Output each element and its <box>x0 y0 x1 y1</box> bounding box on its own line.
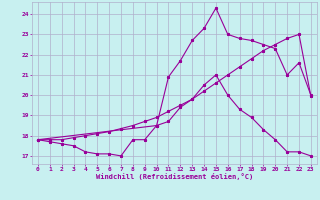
X-axis label: Windchill (Refroidissement éolien,°C): Windchill (Refroidissement éolien,°C) <box>96 173 253 180</box>
